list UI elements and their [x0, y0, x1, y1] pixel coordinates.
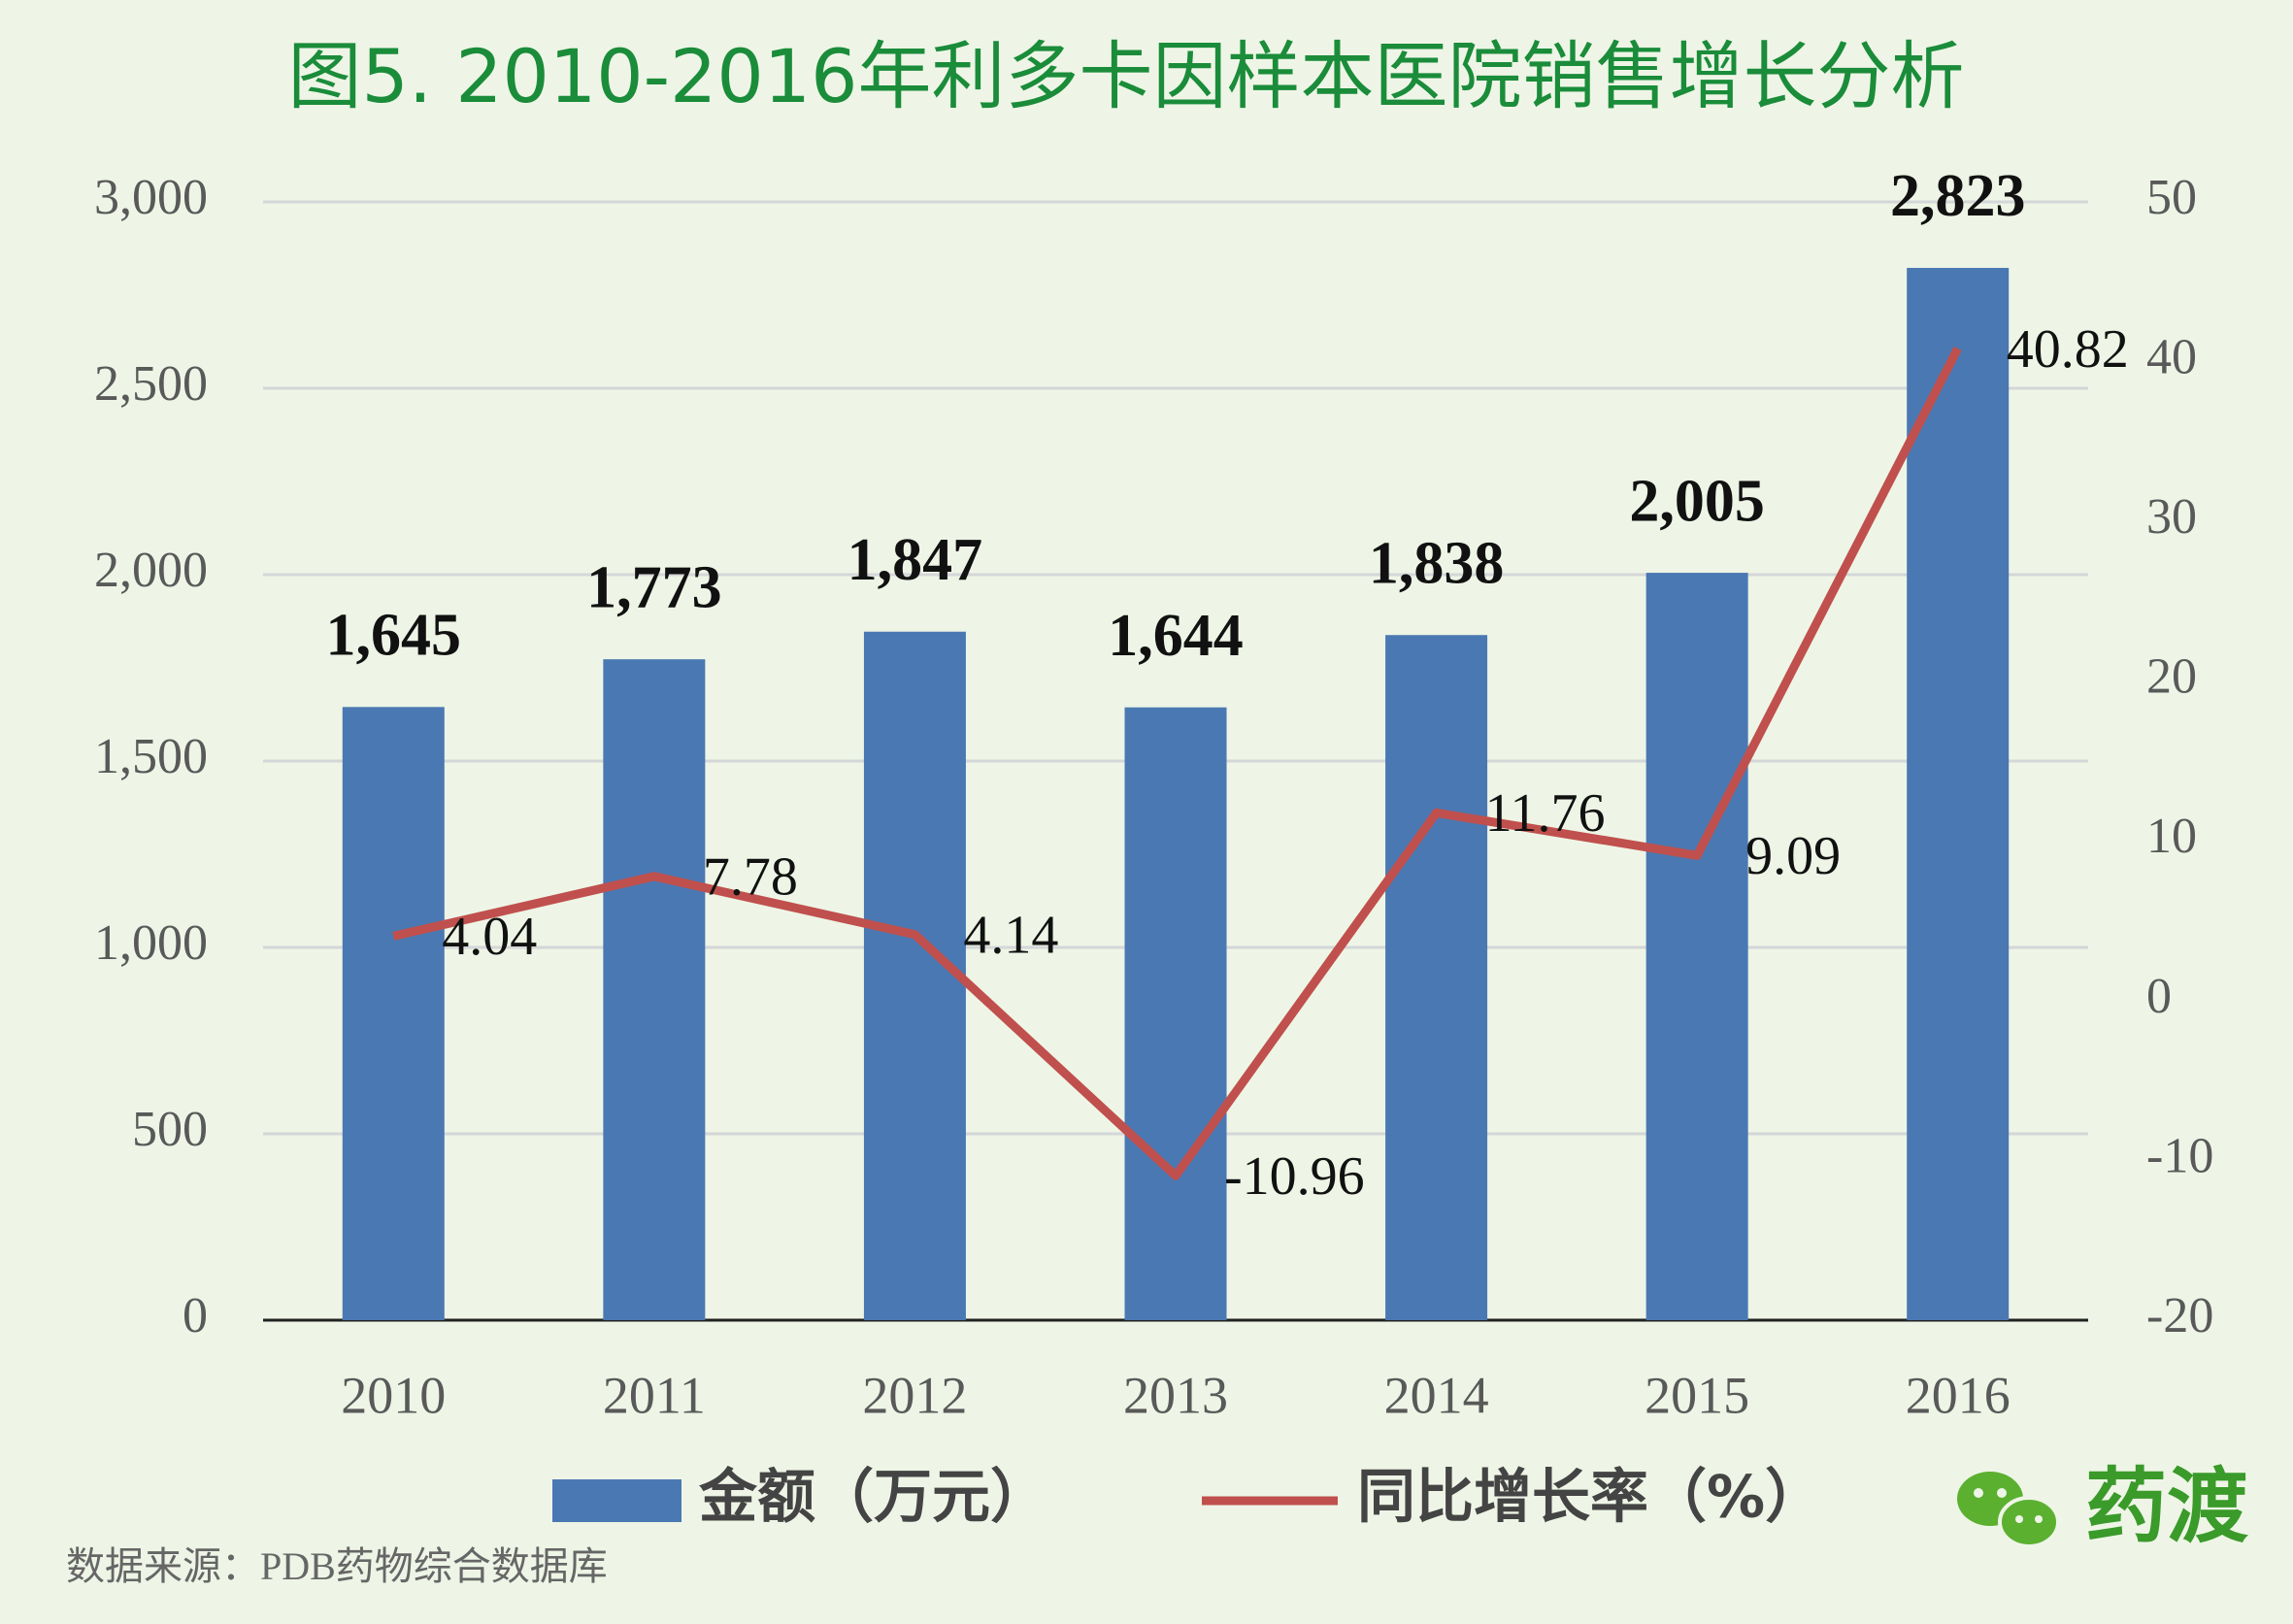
y-tick-label: 0 [183, 1288, 208, 1343]
line-value-label: 40.82 [2007, 319, 2129, 380]
y-tick-label: 2,500 [94, 356, 208, 412]
y2-tick-label: 50 [2146, 170, 2197, 225]
bar-value-label: 1,645 [326, 603, 462, 669]
bar [342, 707, 445, 1320]
bar-value-label: 1,847 [847, 527, 983, 593]
line-value-label: 4.14 [963, 906, 1058, 966]
y-tick-label: 500 [132, 1102, 208, 1157]
line-series [392, 347, 1962, 1180]
line-value-label: -10.96 [1224, 1146, 1365, 1207]
y-tick-label: 1,500 [94, 729, 208, 784]
x-tick-label: 2016 [1906, 1366, 2011, 1424]
bar [863, 631, 966, 1320]
x-tick-label: 2014 [1384, 1366, 1489, 1424]
legend-label: 同比增长率（%） [1357, 1464, 1823, 1532]
bar-value-label: 1,644 [1108, 603, 1244, 669]
x-tick-label: 2013 [1123, 1366, 1228, 1424]
logo-icon [1957, 1472, 2060, 1548]
bar [1124, 707, 1227, 1320]
y-tick-label: 3,000 [94, 170, 208, 225]
source-note: 数据来源：PDB药物综合数据库 [66, 1544, 608, 1588]
y2-tick-label: 0 [2146, 969, 2172, 1024]
line-value-label: 7.78 [703, 847, 798, 908]
bar-value-label: 2,005 [1629, 468, 1765, 534]
bar [1907, 267, 2010, 1320]
x-tick-label: 2011 [603, 1366, 706, 1424]
y-tick-label: 2,000 [94, 543, 208, 598]
x-tick-label: 2015 [1645, 1366, 1749, 1424]
y2-tick-label: 30 [2146, 489, 2197, 545]
line-value-label: 4.04 [442, 907, 537, 967]
line-value-label: 11.76 [1485, 783, 1606, 844]
bar-value-label: 1,773 [586, 554, 722, 620]
y2-tick-label: -10 [2146, 1128, 2213, 1183]
bar [603, 659, 706, 1320]
line-value-label: 9.09 [1745, 826, 1841, 886]
x-tick-label: 2012 [862, 1366, 967, 1424]
y2-tick-label: 40 [2146, 330, 2197, 385]
chart-title: 图5. 2010-2016年利多卡因样本医院销售增长分析 [288, 33, 1965, 119]
logo-text: 药渡 [2085, 1459, 2248, 1554]
bar-value-label: 1,838 [1369, 530, 1505, 596]
legend-swatch [552, 1479, 681, 1522]
y2-tick-label: 10 [2146, 809, 2197, 864]
y2-tick-label: 20 [2146, 649, 2197, 705]
bar-value-label: 2,823 [1890, 163, 2026, 229]
legend-label: 金额（万元） [699, 1464, 1048, 1532]
bar [1645, 573, 1748, 1320]
y-tick-label: 1,000 [94, 915, 208, 971]
x-tick-label: 2010 [341, 1366, 446, 1424]
bar [1385, 635, 1488, 1320]
y2-tick-label: -20 [2146, 1288, 2213, 1343]
